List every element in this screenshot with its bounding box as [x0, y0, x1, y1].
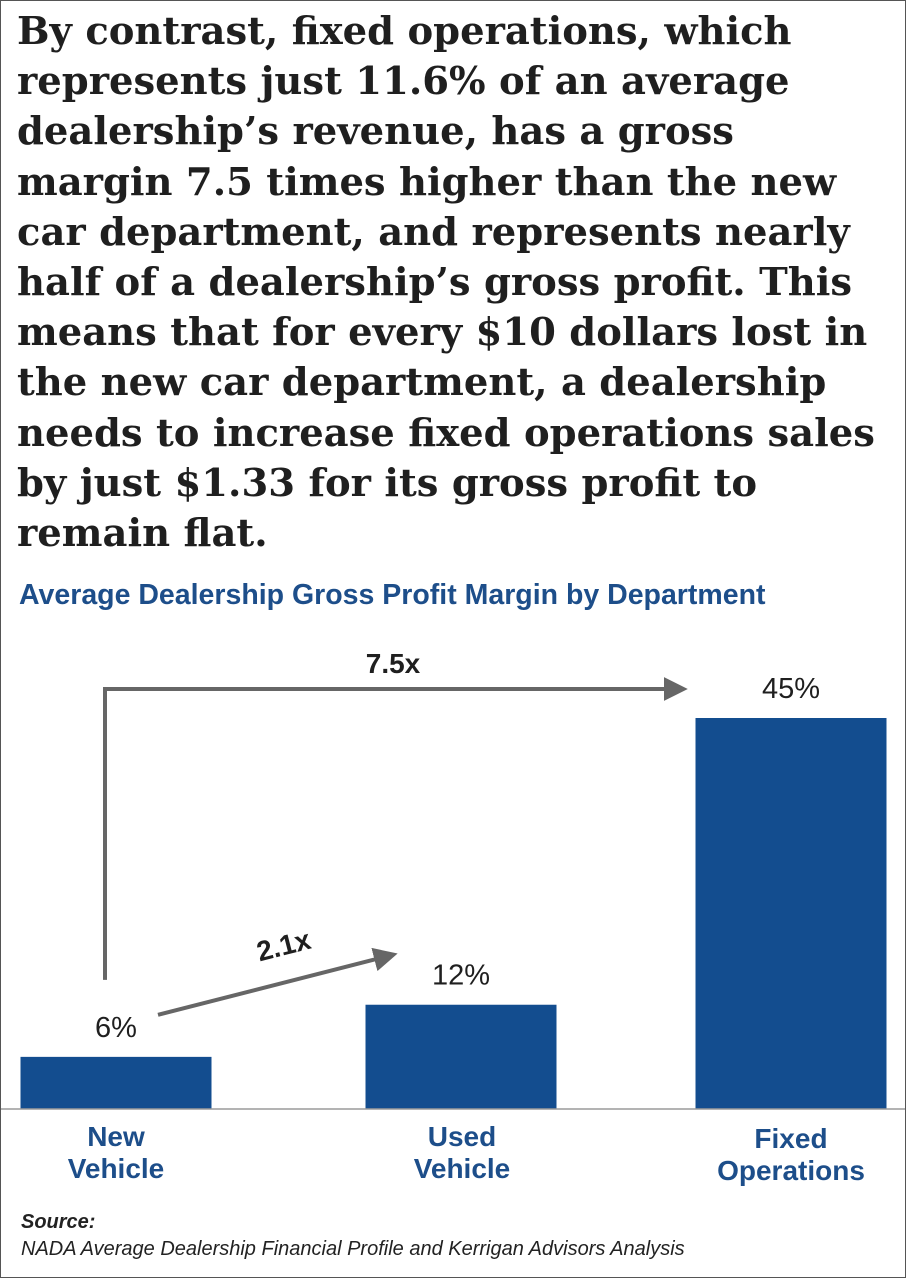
- value-label-2: 45%: [762, 673, 820, 705]
- category-label-0-0: New: [87, 1121, 145, 1152]
- arrows-layer: 2.1x 7.5x: [103, 648, 688, 1017]
- source-heading: Source:: [21, 1211, 96, 1233]
- annotation-label-7-5x: 7.5x: [366, 648, 421, 679]
- bar-2: [695, 718, 887, 1109]
- labels-layer: 6%NewVehicle12%UsedVehicle45%FixedOperat…: [68, 673, 865, 1186]
- value-label-1: 12%: [432, 960, 490, 992]
- source-text: NADA Average Dealership Financial Profil…: [21, 1238, 685, 1260]
- category-label-2-1: Operations: [717, 1155, 865, 1186]
- category-label-1-1: Vehicle: [414, 1153, 511, 1184]
- bars-layer: [20, 718, 887, 1109]
- intro-paragraph: By contrast, fixed operations, which rep…: [17, 9, 875, 557]
- bar-chart: 2.1x7.5x 6%NewVehicle12%UsedVehicle45%Fi…: [1, 648, 905, 1186]
- bar-0: [20, 1056, 212, 1109]
- value-label-0: 6%: [95, 1012, 137, 1044]
- bar-1: [365, 1004, 557, 1109]
- category-label-2-0: Fixed: [754, 1123, 827, 1154]
- arrow-2-1x: [157, 947, 398, 1017]
- chart-title: Average Dealership Gross Profit Margin b…: [19, 579, 766, 611]
- arrow-7-5x: [103, 677, 688, 980]
- annotation-label-2-1x: 2.1x: [253, 924, 314, 968]
- category-label-0-1: Vehicle: [68, 1153, 165, 1184]
- category-label-1-0: Used: [428, 1121, 496, 1152]
